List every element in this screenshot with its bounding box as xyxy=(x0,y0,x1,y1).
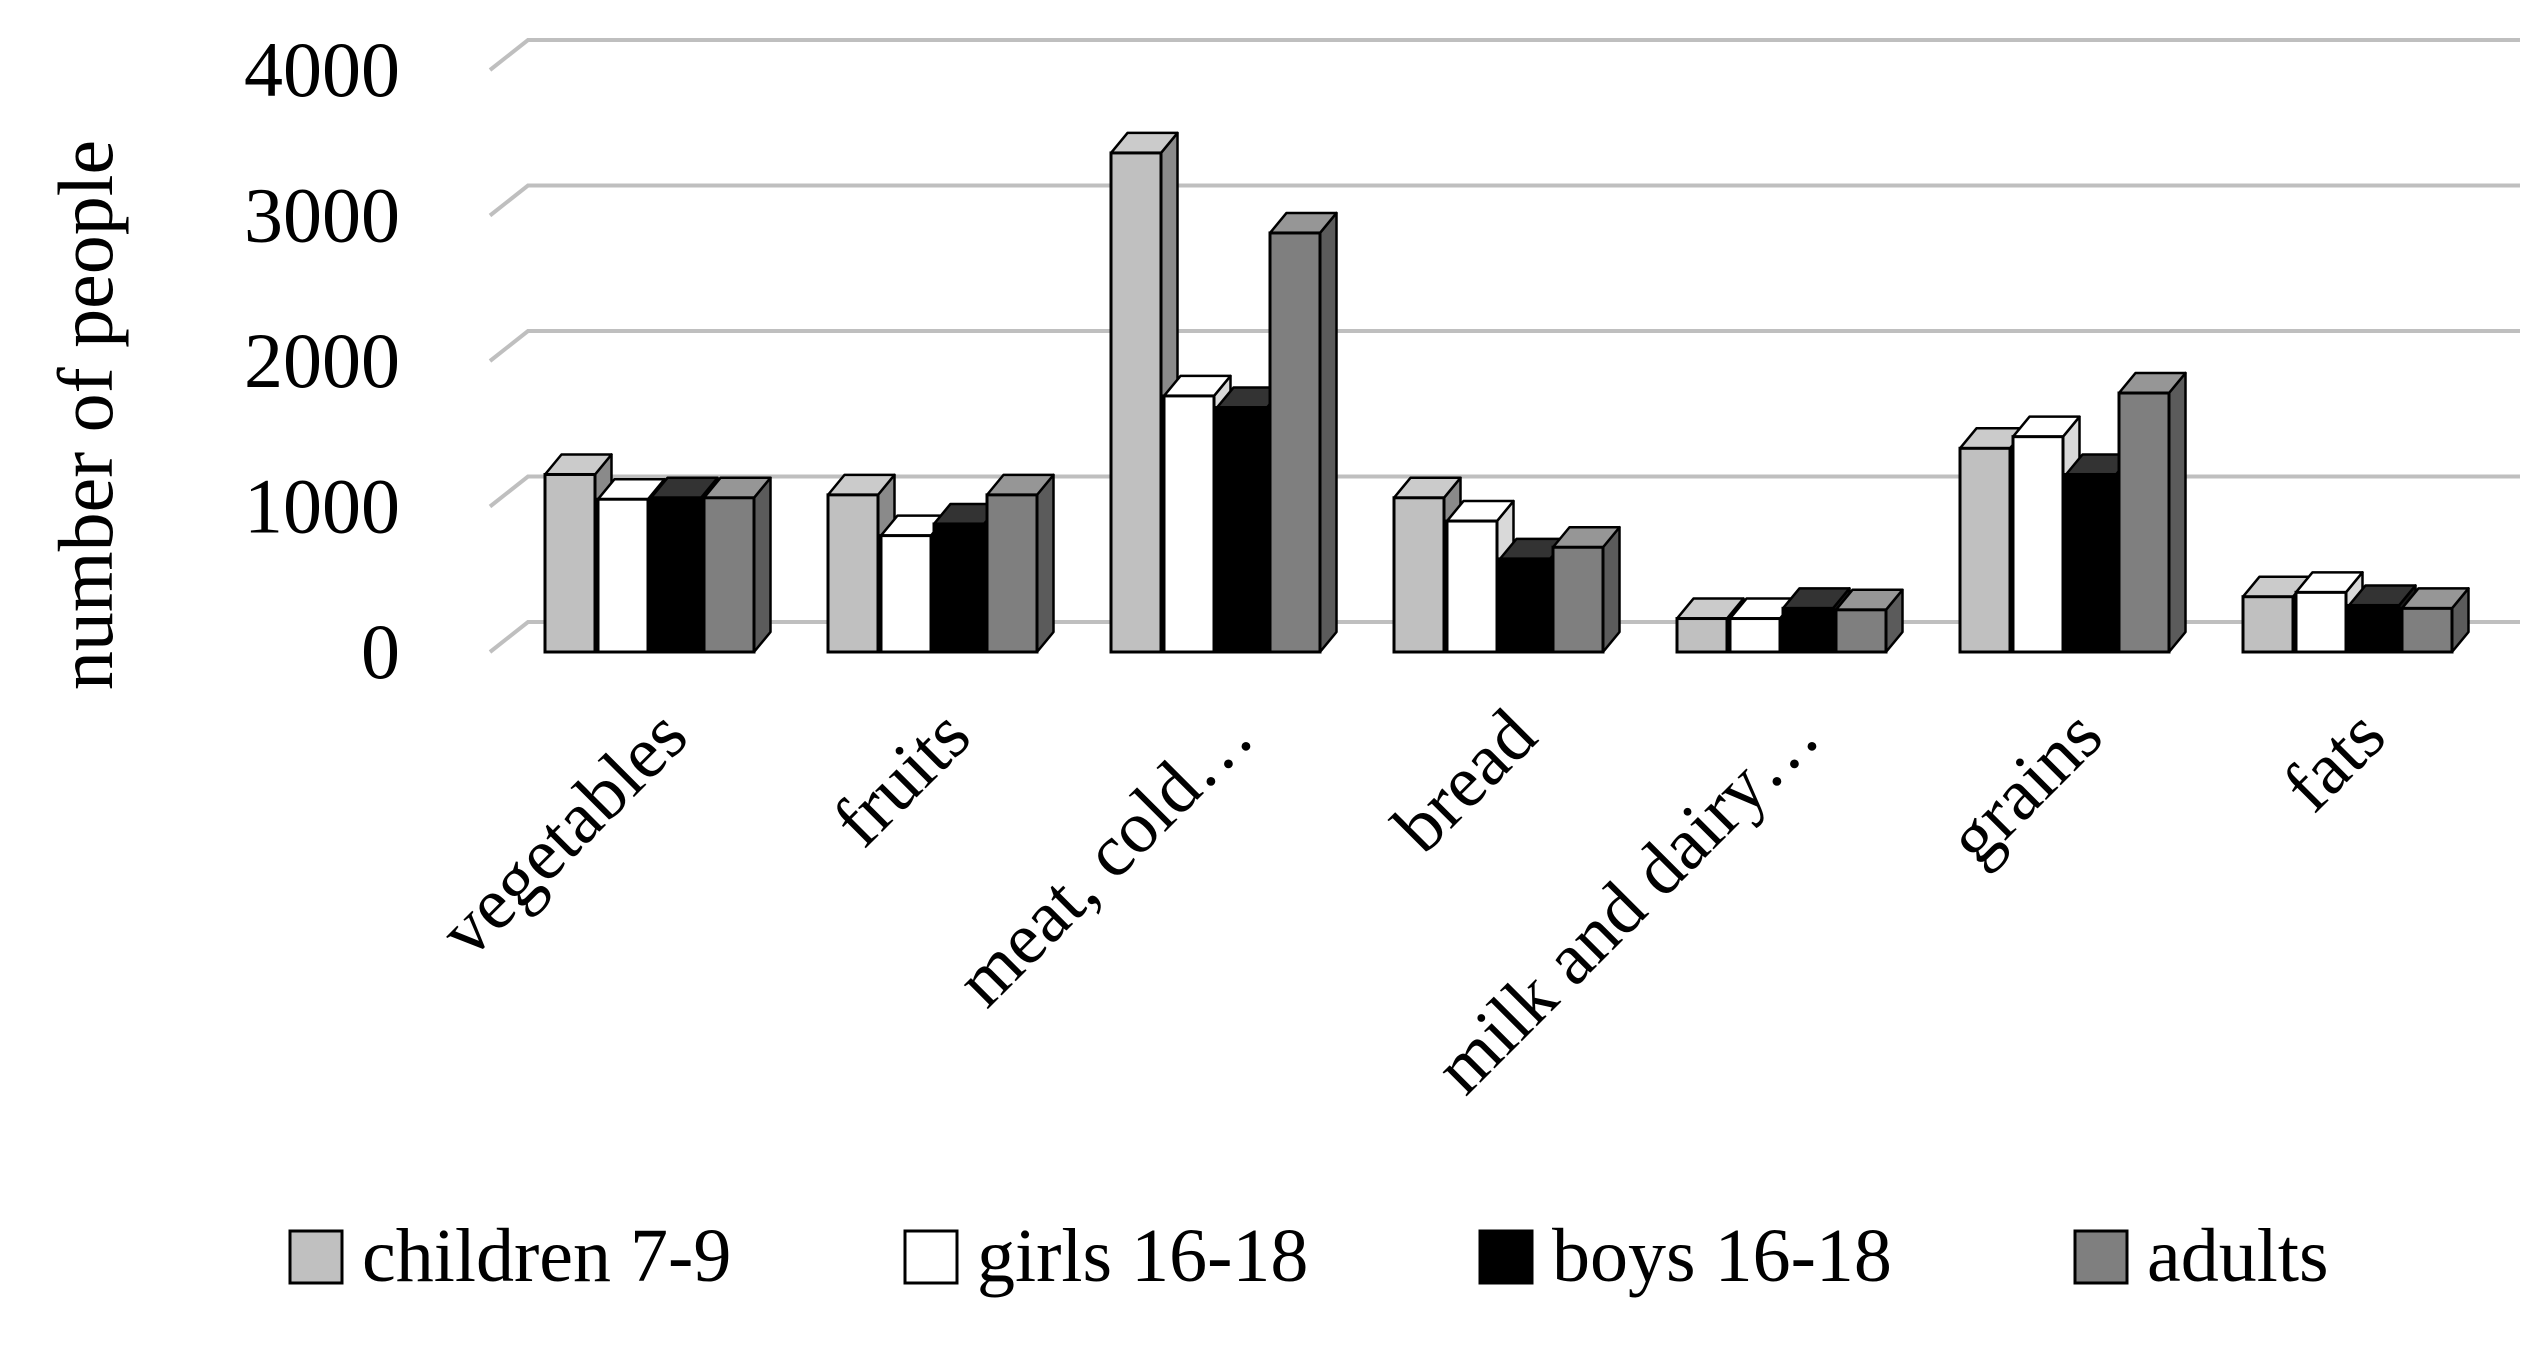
gridline xyxy=(488,183,2520,218)
legend-label: girls 16-18 xyxy=(977,1214,1308,1298)
bar-front xyxy=(1109,151,1163,654)
bar-front xyxy=(1551,545,1605,654)
gridline xyxy=(488,38,2520,72)
bar-front xyxy=(2064,472,2118,654)
legend-label: adults xyxy=(2147,1214,2329,1298)
y-tick-label: 3000 xyxy=(244,172,400,259)
legend-swatch xyxy=(2073,1229,2129,1285)
y-tick-label: 4000 xyxy=(244,26,400,113)
bar-front xyxy=(985,493,1039,654)
bar-front xyxy=(826,493,880,654)
bar-front xyxy=(596,497,650,654)
category-label: fruits xyxy=(818,694,986,862)
y-tick-label: 0 xyxy=(361,608,400,695)
category-label: bread xyxy=(1378,694,1552,868)
bar xyxy=(1551,525,1621,654)
bar-front xyxy=(2117,391,2171,654)
y-axis-ticks: 0 1000 2000 3000 4000 xyxy=(244,26,400,695)
bar-front xyxy=(1215,406,1269,654)
bar-front xyxy=(1834,608,1888,654)
category-label: vegetables xyxy=(424,694,703,973)
legend-item: children 7-9 xyxy=(288,1214,731,1298)
legend-item: girls 16-18 xyxy=(903,1214,1308,1298)
bar xyxy=(2117,371,2187,654)
bar-front xyxy=(543,472,597,654)
gridline xyxy=(488,329,2520,363)
legend-label: boys 16-18 xyxy=(1552,1214,1892,1298)
legend-swatch xyxy=(903,1229,959,1285)
legend-swatch xyxy=(1478,1229,1534,1285)
bar-front xyxy=(649,496,703,654)
bar-front xyxy=(1268,231,1322,654)
bar xyxy=(2400,587,2470,654)
bar xyxy=(2294,571,2364,654)
bar-front xyxy=(2294,590,2348,654)
bar-front xyxy=(1781,606,1835,654)
bar xyxy=(985,473,1055,654)
legend-item: boys 16-18 xyxy=(1478,1214,1892,1298)
bar xyxy=(702,476,772,654)
y-tick-label: 2000 xyxy=(244,317,400,404)
y-axis-label: number of people xyxy=(42,140,129,690)
legend-item: adults xyxy=(2073,1214,2329,1298)
bar-front xyxy=(1392,496,1446,654)
bar-front xyxy=(879,534,933,654)
bar-front xyxy=(1445,519,1499,654)
category-label: fats xyxy=(2267,694,2401,828)
bar-front xyxy=(702,496,756,654)
bar xyxy=(1834,588,1904,654)
legend-label: children 7-9 xyxy=(362,1214,731,1298)
legend-swatch xyxy=(288,1229,344,1285)
bar-front xyxy=(2241,595,2295,654)
y-tick-label: 1000 xyxy=(244,463,400,550)
legend: children 7-9 girls 16-18 boys 16-18 adults xyxy=(288,1214,2329,1298)
bar-front xyxy=(2347,603,2401,654)
bar-front xyxy=(1675,617,1729,654)
bar-front xyxy=(2011,435,2065,654)
bar xyxy=(1268,211,1338,654)
gridline xyxy=(488,474,2520,509)
bars xyxy=(543,131,2470,654)
bar-side xyxy=(1318,211,1338,654)
bar-front xyxy=(2400,606,2454,654)
bar-side xyxy=(752,476,772,654)
category-label: grains xyxy=(1932,694,2118,880)
bar-front xyxy=(1728,617,1782,654)
bar-side xyxy=(2167,371,2187,654)
bar-side xyxy=(1035,473,1055,654)
bar-front xyxy=(1498,557,1552,654)
category-label: meat, cold… xyxy=(941,694,1269,1022)
bar-front xyxy=(1162,394,1216,654)
bar-front xyxy=(932,522,986,654)
bar-front xyxy=(1958,446,2012,654)
